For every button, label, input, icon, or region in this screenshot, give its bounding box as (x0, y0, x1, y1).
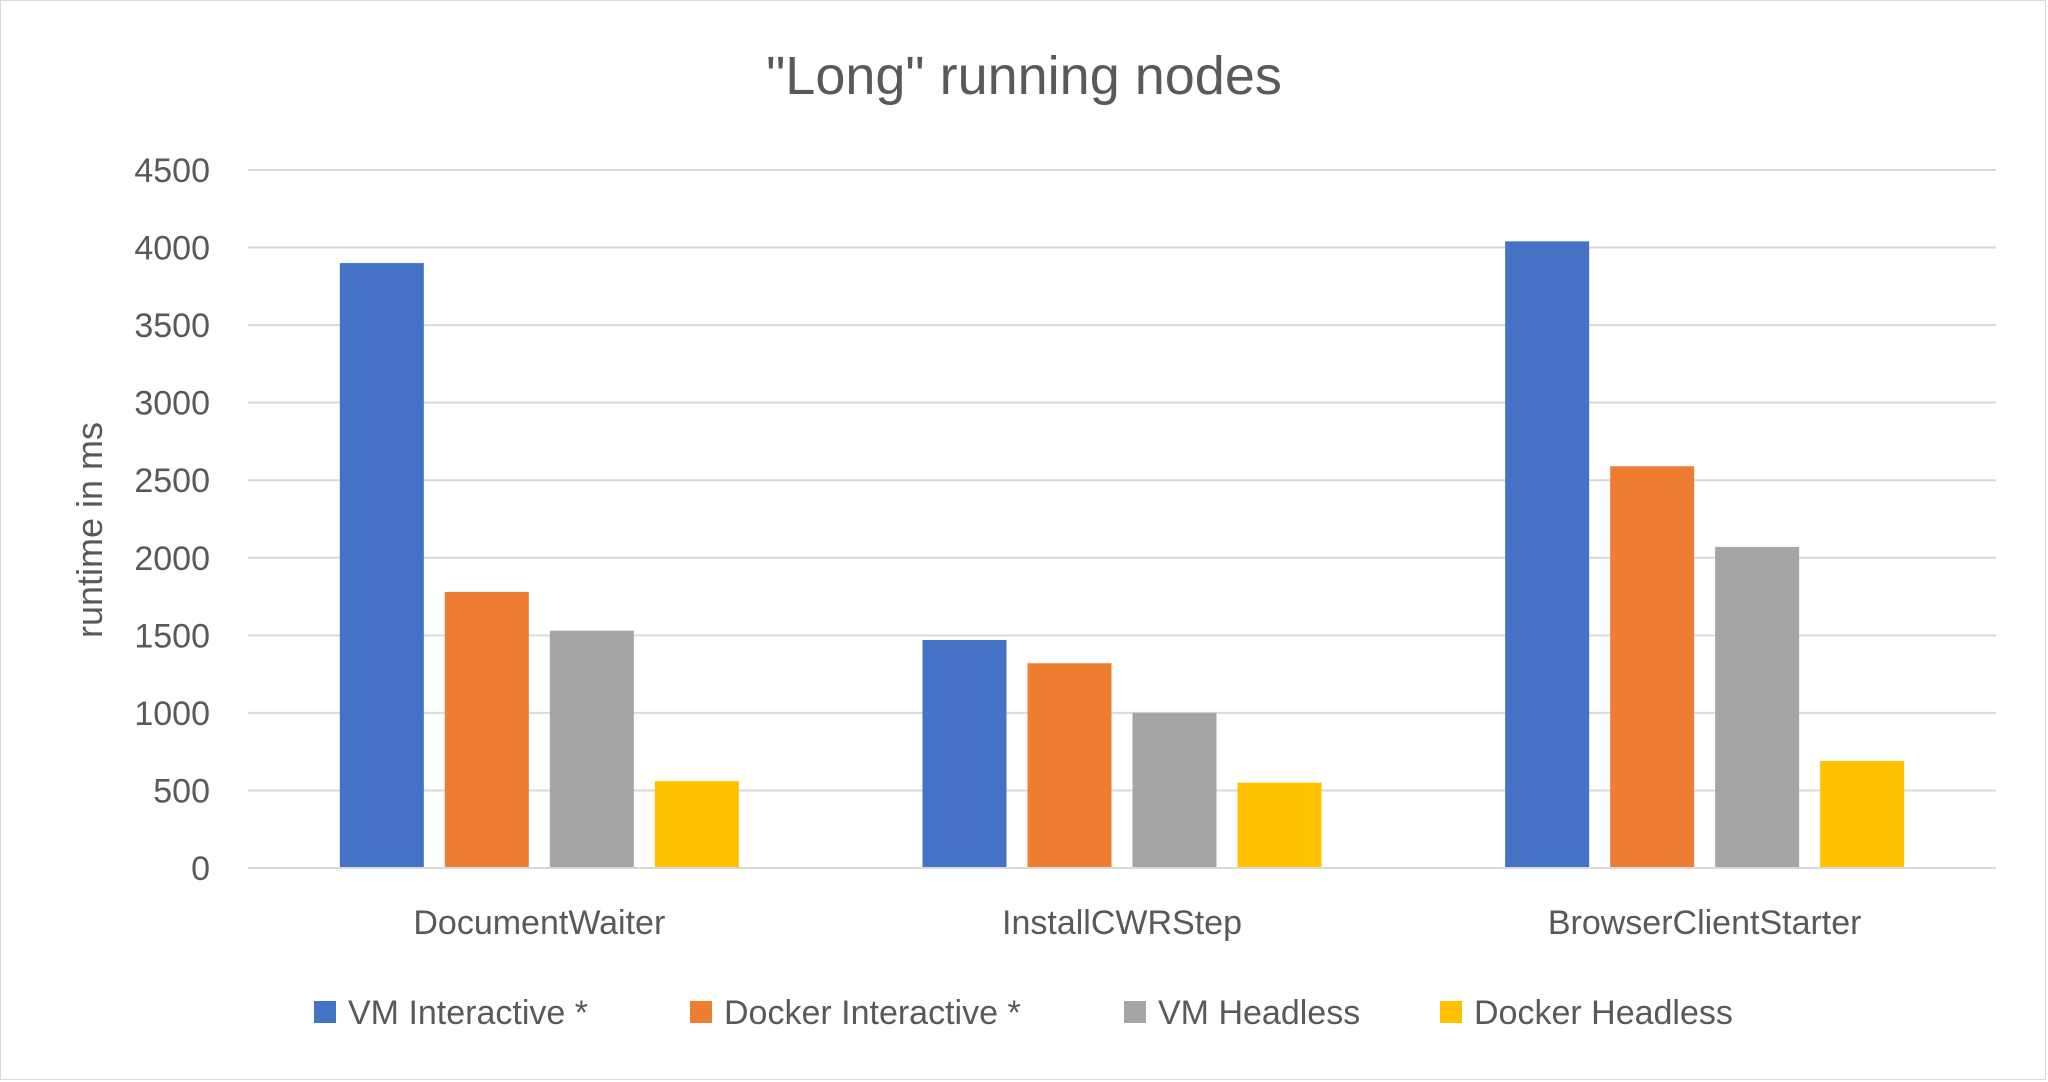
bar-vm-headless-documentwaiter (549, 630, 634, 868)
bar-docker-headless-browserclientstarter (1820, 760, 1905, 868)
y-axis-ticks: 0 500 1000 1500 2000 2500 3000 3500 4000 4500 (134, 152, 210, 888)
gridlines (248, 169, 1996, 792)
y-axis-title: runtime in ms (69, 422, 110, 638)
x-category-label: BrowserClientStarter (1548, 904, 1862, 942)
y-tick-label: 2500 (134, 462, 210, 500)
legend-swatch (690, 1001, 712, 1023)
y-tick-label: 1500 (134, 617, 210, 655)
legend-swatch (1440, 1001, 1462, 1023)
bar-docker-headless-installcwrstep (1237, 782, 1322, 868)
bar-vm-headless-installcwrstep (1132, 712, 1217, 868)
bar-docker-interactive-documentwaiter (444, 591, 529, 868)
y-tick-label: 3000 (134, 385, 210, 423)
bars (339, 241, 1905, 869)
y-tick-label: 0 (191, 850, 210, 888)
chart-title: "Long" running nodes (766, 46, 1282, 106)
legend-swatch (314, 1001, 336, 1023)
y-tick-label: 4500 (134, 152, 210, 190)
bar-vm-interactive-documentwaiter (339, 263, 424, 869)
bar-docker-headless-documentwaiter (654, 781, 739, 868)
bar-vm-headless-browserclientstarter (1715, 546, 1800, 868)
y-tick-label: 500 (153, 772, 210, 810)
legend-label: VM Interactive * (348, 994, 588, 1032)
bar-vm-interactive-browserclientstarter (1505, 241, 1590, 869)
legend-label: Docker Interactive * (724, 994, 1021, 1032)
y-tick-label: 4000 (134, 230, 210, 268)
legend-swatch (1124, 1001, 1146, 1023)
y-tick-label: 2000 (134, 540, 210, 578)
legend: VM Interactive * Docker Interactive * VM H… (314, 994, 1733, 1032)
bar-docker-interactive-installcwrstep (1027, 663, 1112, 868)
bar-docker-interactive-browserclientstarter (1610, 466, 1695, 868)
x-category-label: InstallCWRStep (1002, 904, 1242, 942)
x-category-label: DocumentWaiter (413, 904, 665, 942)
y-tick-label: 3500 (134, 307, 210, 345)
legend-label: VM Headless (1158, 994, 1360, 1032)
legend-label: Docker Headless (1474, 994, 1733, 1032)
x-axis-labels: DocumentWaiter InstallCWRStep BrowserClien… (413, 904, 1861, 942)
bar-vm-interactive-installcwrstep (922, 639, 1007, 868)
y-tick-label: 1000 (134, 695, 210, 733)
